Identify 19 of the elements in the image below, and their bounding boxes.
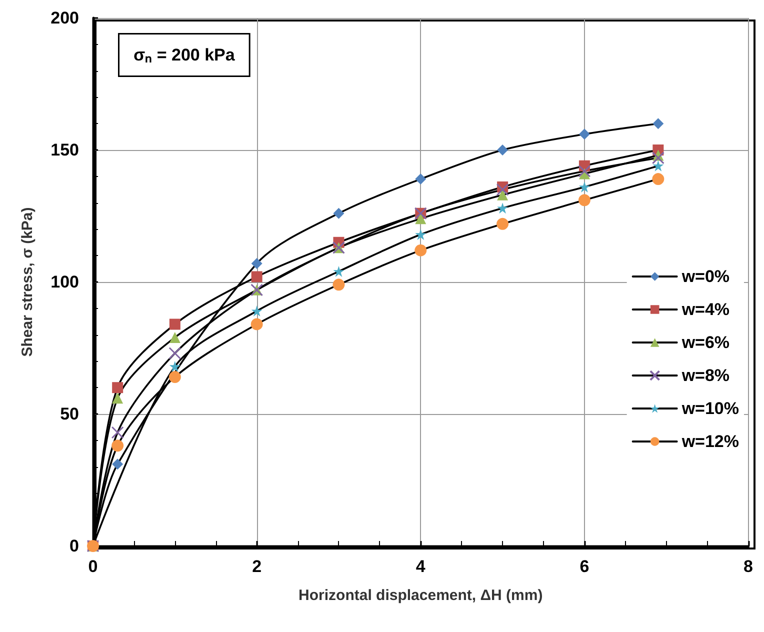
legend-label: w=4%: [680, 300, 730, 319]
x-axis-title: Horizontal displacement, ΔH (mm): [298, 587, 543, 604]
y-axis-title: Shear stress, σ (kPa): [19, 207, 36, 357]
x-tick-label: 6: [580, 557, 590, 576]
legend-label: w=12%: [680, 432, 740, 451]
y-tick-label: 200: [50, 8, 79, 28]
x-tick-label: 2: [252, 557, 262, 576]
x-tick-label: 8: [744, 557, 754, 576]
legend-label: w=0%: [680, 267, 730, 286]
y-tick-label: 100: [50, 272, 79, 292]
annotation: σₙ = 200 kPa: [134, 46, 236, 64]
legend-label: w=10%: [680, 399, 740, 418]
x-tick-label: 4: [416, 557, 426, 576]
legend-label: w=8%: [680, 366, 730, 385]
y-tick-label: 0: [70, 536, 79, 556]
y-tick-label: 150: [50, 140, 79, 160]
y-tick-label: 50: [60, 404, 79, 424]
x-tick-label: 0: [88, 557, 98, 576]
legend-label: w=6%: [680, 333, 730, 352]
